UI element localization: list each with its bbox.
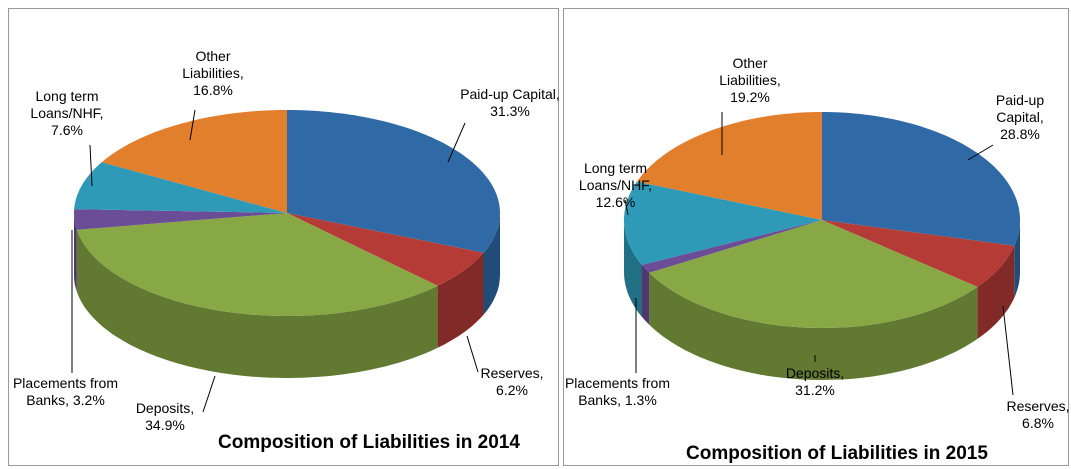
pie-side [977, 245, 1015, 339]
pie-slice [74, 162, 287, 213]
leader-line [89, 144, 93, 187]
leader-line [466, 335, 479, 373]
pie-side [74, 213, 77, 292]
pie-side [1014, 220, 1020, 298]
data-label: Deposits, 34.9% [135, 400, 195, 433]
data-label: Reserves, 6.8% [1006, 398, 1070, 431]
data-label: Paid-up Capital, 31.3% [460, 86, 560, 119]
data-label: Reserves, 6.2% [480, 365, 544, 398]
pie-slice [642, 220, 822, 273]
leader-line [1002, 305, 1014, 396]
pie-slice [624, 181, 822, 265]
pie-slice [822, 112, 1020, 246]
data-label: Paid-up Capital, 28.8% [995, 92, 1045, 142]
leader-line [967, 144, 994, 161]
data-label: Other Liabilities, 16.8% [182, 48, 244, 98]
pie-side [76, 229, 438, 378]
pie-side [437, 252, 484, 348]
leader-line [447, 122, 466, 163]
data-label: Deposits, 31.2% [785, 365, 845, 398]
leader-line [189, 109, 196, 141]
leader-line [202, 375, 216, 413]
pie-slice [74, 209, 287, 230]
pie-slice [636, 112, 822, 220]
pie-slice [822, 220, 1015, 287]
chart-frame [8, 8, 559, 466]
pie-side [642, 264, 650, 325]
data-label: Placements from Banks, 1.3% [564, 375, 671, 408]
pie-slice [649, 220, 978, 328]
data-label: Long term Loans/NHF, 12.6% [578, 160, 653, 210]
data-label: Placements from Banks, 3.2% [12, 375, 119, 408]
pie-side [649, 272, 978, 380]
data-label: Other Liabilities, 19.2% [719, 55, 781, 105]
pie-slice [101, 110, 287, 213]
chart-frame [563, 8, 1069, 466]
data-label: Long term Loans/NHF, 7.6% [30, 88, 104, 138]
chart-title: Composition of Liabilities in 2015 [686, 443, 988, 464]
pie-slice [287, 213, 484, 286]
chart-title: Composition of Liabilities in 2014 [218, 432, 520, 453]
pie-side [483, 213, 500, 315]
leader-line [624, 199, 629, 216]
pie-slice [287, 110, 500, 253]
pie-slice [76, 213, 438, 316]
pie-side [624, 220, 642, 317]
